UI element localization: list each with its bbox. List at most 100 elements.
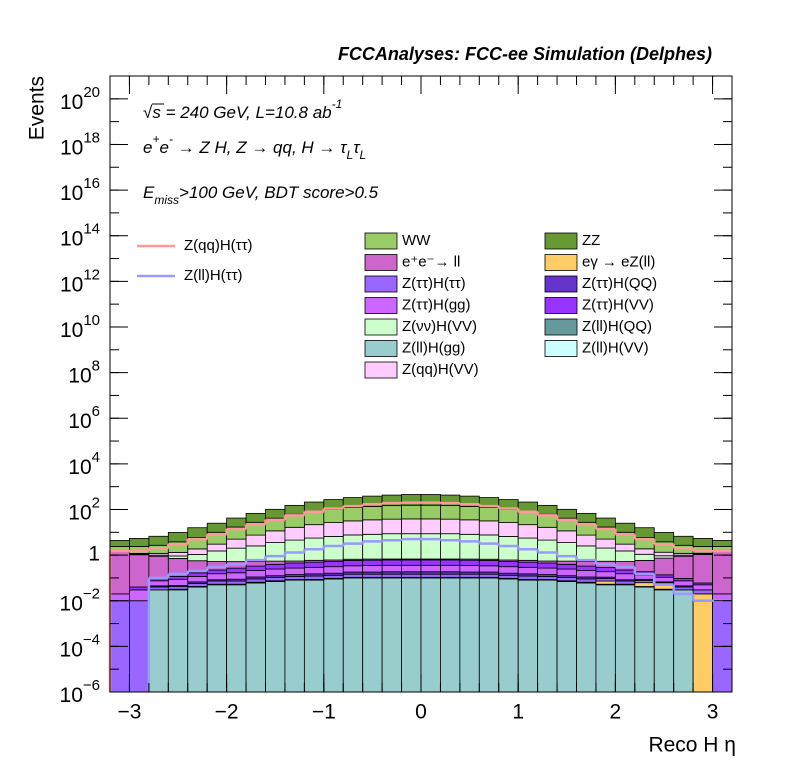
histogram-bar	[187, 554, 208, 562]
y-tick-label: 1016	[60, 175, 100, 205]
histogram-bar	[692, 584, 713, 591]
histogram-bar	[245, 570, 266, 578]
histogram-bar	[517, 524, 539, 539]
legend-label: Z(ll)H(VV)	[582, 339, 649, 356]
histogram-bar	[576, 570, 597, 578]
annotation-part: → Z H, Z → qq, H → τ	[173, 138, 348, 157]
y-tick-exponent: 6	[92, 403, 100, 420]
histogram-bar	[556, 568, 577, 577]
histogram-bar	[692, 554, 713, 584]
legend-swatch	[364, 254, 398, 271]
histogram-bar	[342, 507, 364, 522]
histogram-bar	[440, 559, 461, 566]
histogram-bar	[342, 560, 364, 567]
histogram-bar	[459, 573, 480, 578]
y-tick-exponent: 2	[92, 494, 100, 511]
histogram-bar	[226, 547, 247, 563]
histogram-bar	[537, 562, 558, 569]
histogram-bar	[537, 526, 558, 541]
y-tick-base: 10	[60, 227, 83, 250]
histogram-bar	[245, 534, 266, 547]
annotation: Emiss>100 GeV, BDT score>0.5	[143, 183, 379, 207]
histogram-bar	[265, 568, 286, 577]
y-tick-label: 1010	[60, 312, 100, 342]
histogram-bar	[498, 535, 519, 561]
histogram-bar	[517, 566, 539, 575]
histogram-bar	[323, 574, 344, 579]
histogram-bar	[673, 555, 694, 579]
legend-label: Z(ττ)H(VV)	[582, 296, 654, 313]
y-tick-label: 1020	[60, 84, 100, 114]
histogram-bar	[478, 560, 500, 567]
histogram-bar	[206, 580, 228, 585]
histogram-bar	[653, 557, 675, 576]
histogram-bar	[440, 573, 461, 578]
histogram-bar	[187, 575, 208, 583]
histogram-bar	[226, 517, 247, 528]
histogram-bar	[478, 534, 500, 560]
histogram-bar	[673, 586, 694, 591]
histogram-bar	[362, 559, 383, 566]
histogram-bar	[265, 560, 286, 565]
histogram-bar	[634, 574, 655, 580]
legend-label: Z(qq)H(ττ)	[184, 237, 253, 254]
y-tick-exponent: −2	[83, 586, 100, 603]
histogram-bar	[362, 506, 383, 521]
histogram-bar	[517, 561, 539, 568]
histogram-bar	[498, 566, 519, 574]
histogram-bar	[634, 527, 655, 538]
y-tick-base: 10	[60, 592, 83, 615]
histogram-bar	[595, 567, 616, 573]
histogram-bar	[381, 559, 402, 566]
histogram-bar	[226, 538, 247, 549]
histogram-bar	[576, 565, 597, 571]
histogram-bar	[129, 538, 150, 547]
y-tick-exponent: 14	[83, 221, 100, 238]
histogram-bar	[303, 575, 325, 580]
histogram-bar	[303, 501, 325, 512]
y-tick-exponent: 4	[92, 449, 100, 466]
histogram-bar	[342, 577, 364, 693]
histogram-bar	[284, 562, 305, 569]
histogram-bar	[167, 578, 189, 586]
y-tick-base: 10	[60, 638, 83, 661]
histogram-bar	[284, 504, 305, 515]
y-tick-base: 10	[68, 410, 91, 433]
histogram-bar	[381, 533, 402, 560]
histogram-bar	[459, 519, 480, 535]
histogram-bar	[478, 520, 500, 536]
histogram-bar	[245, 582, 266, 693]
histogram-bar	[556, 577, 577, 582]
y-tick-label: 108	[68, 358, 100, 388]
histogram-bar	[576, 561, 597, 567]
histogram-bar	[129, 554, 150, 588]
annotation-part: L	[347, 148, 354, 162]
histogram-bar	[187, 583, 208, 587]
histogram-bar	[634, 586, 655, 693]
legend-swatch	[364, 361, 398, 379]
legend-swatch	[364, 297, 398, 314]
legend-swatch	[364, 275, 398, 293]
histogram-bar	[614, 543, 636, 552]
y-tick-label: 102	[68, 494, 100, 524]
histogram-bar	[478, 507, 500, 522]
histogram-bar	[401, 573, 422, 578]
histogram-bar	[226, 584, 247, 693]
histogram-bar	[653, 576, 675, 583]
annotation: √s = 240 GeV, L=10.8 ab-1	[143, 97, 342, 122]
histogram-bar	[537, 567, 558, 575]
annotation-part: √	[143, 103, 153, 122]
annotation-part: -1	[332, 97, 343, 111]
histogram-bar	[401, 564, 422, 573]
y-tick-base: 10	[60, 182, 83, 205]
histogram-bar	[109, 540, 130, 547]
histogram-bar	[634, 548, 655, 555]
histogram-bar	[167, 532, 189, 543]
annotation-part: >100 GeV, BDT score>0.5	[179, 183, 379, 202]
y-tick-exponent: 10	[83, 312, 100, 329]
legend-swatch	[544, 297, 578, 314]
histogram-bar	[498, 560, 519, 568]
histogram-bar	[362, 519, 383, 535]
histogram-bar	[148, 535, 169, 546]
legend-swatch	[544, 275, 578, 293]
